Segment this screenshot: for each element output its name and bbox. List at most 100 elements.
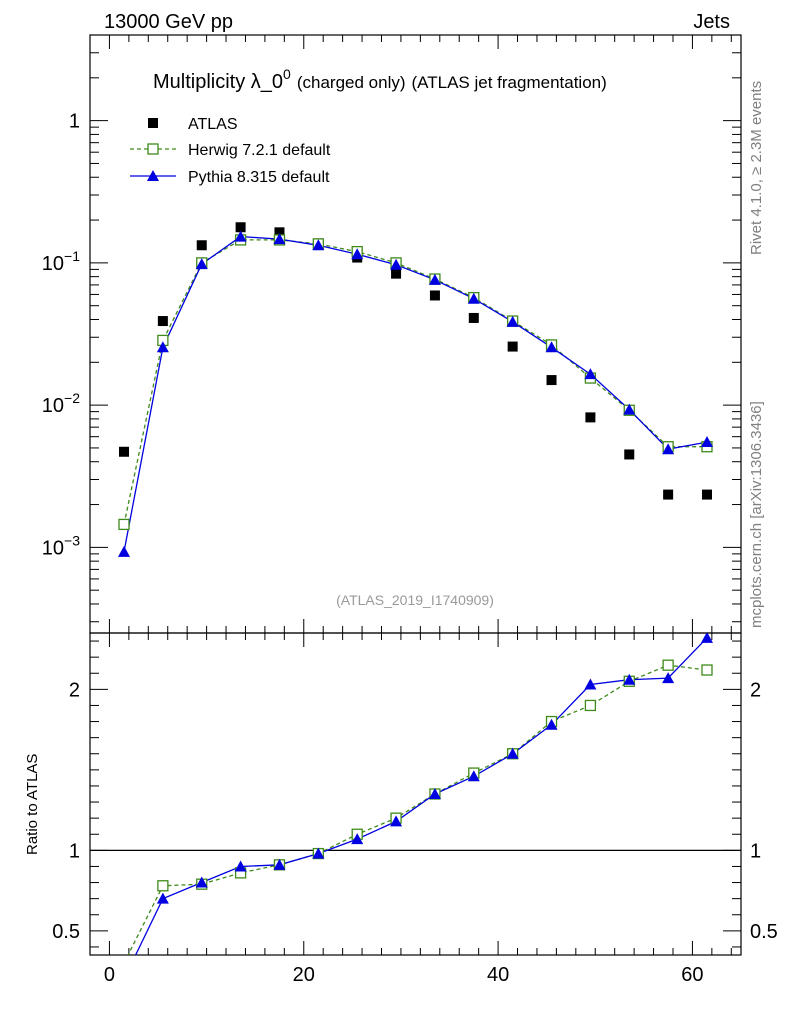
pythia-ratio-point [584, 678, 597, 690]
x-tick-label: 60 [681, 964, 703, 986]
pythia-ratio-point [428, 788, 441, 799]
pythia-point [273, 233, 286, 245]
y-tick-label-exponent: −3 [64, 532, 80, 548]
ratio-y-tick-label-left: 1 [69, 840, 80, 862]
atlas-point [391, 268, 402, 279]
mcplots-label: mcplots.cern.ch [arXiv:1306.3436] [748, 401, 765, 628]
pythia-ratio-point [700, 633, 713, 643]
pythia-point [545, 341, 558, 353]
ratio-frame [89, 632, 742, 956]
atlas-point [663, 489, 674, 500]
ratio-ticks [89, 633, 741, 955]
y-tick-label: 10−1 [42, 248, 80, 275]
header-right: Jets [693, 11, 730, 33]
atlas-point [157, 316, 168, 327]
pythia-line [123, 235, 708, 552]
ratio-tick-labels: 0.5 0.5 1 1 2 2 [52, 679, 778, 943]
chart-title: Multiplicity λ_00 (charged only) (ATLAS je… [153, 66, 607, 93]
x-tick-label: 0 [104, 964, 115, 986]
pythia-point [234, 230, 247, 242]
pythia-ratio-point [545, 718, 558, 730]
pythia-ratio-point [390, 815, 403, 827]
chart-title-small: (charged only) [297, 73, 406, 92]
chart-title-sup: 0 [283, 66, 291, 82]
pythia-point [351, 248, 364, 260]
pythia-point [195, 258, 208, 270]
ratio-y-tick-label-left: 2 [69, 679, 80, 701]
herwig-ratio-line [127, 664, 708, 955]
y-tick-label: 10−3 [42, 532, 80, 559]
legend-herwig-label: Herwig 7.2.1 default [188, 142, 331, 159]
atlas-point [429, 290, 440, 301]
atlas-point [119, 446, 130, 457]
atlas-point [701, 489, 712, 500]
ratio-y-tick-label-right: 2 [750, 679, 761, 701]
pythia-point [662, 443, 675, 455]
ratio-y-tick-label-right: 1 [750, 840, 761, 862]
y-tick-label-base: 10 [42, 253, 64, 275]
pythia-ratio-line [134, 637, 708, 955]
pythia-ratio-point [156, 892, 169, 904]
pythia-point [428, 273, 441, 285]
main-series [118, 222, 713, 557]
main-panel: 110−110−210−3 Multiplicity λ_00 (charged … [42, 34, 742, 634]
legend-atlas-marker [148, 118, 158, 128]
main-ticks [89, 34, 741, 633]
legend-herwig-marker [147, 143, 159, 155]
atlas-point [196, 240, 207, 251]
ratio-panel: 0.5 0.5 1 1 2 2 Ratio to ATLAS [24, 632, 778, 956]
pythia-ratio-point [662, 672, 675, 684]
pythia-point [700, 436, 713, 448]
herwig-ratio-point [157, 880, 169, 892]
atlas-point [468, 312, 479, 323]
rivet-label: Rivet 4.1.0, ≥ 2.3M events [748, 81, 765, 255]
herwig-ratio-point [662, 659, 674, 671]
y-tick-label-base: 10 [42, 395, 64, 417]
herwig-ratio-point [584, 699, 597, 712]
ratio-y-tick-label-right: 0.5 [750, 921, 778, 943]
y-tick-label-base: 10 [42, 537, 64, 559]
x-tick-label: 40 [487, 964, 509, 986]
pythia-ratio-point [234, 860, 247, 872]
analysis-id: (ATLAS_2019_I1740909) [336, 592, 494, 608]
pythia-ratio-point [195, 876, 208, 888]
y-tick-label: 10−2 [42, 390, 80, 417]
chart-title-tail: (ATLAS jet fragmentation) [412, 73, 607, 92]
atlas-point [274, 227, 285, 238]
pythia-ratio-point [623, 673, 636, 685]
pythia-point [584, 368, 597, 380]
ratio-ylabel: Ratio to ATLAS [24, 754, 41, 855]
pythia-ratio-point [506, 747, 519, 759]
pythia-point [390, 258, 403, 270]
herwig-point [118, 518, 130, 531]
herwig-ratio-point [701, 664, 713, 676]
pythia-point [623, 403, 636, 415]
x-tick-labels: 0 20 40 60 [104, 964, 704, 986]
pythia-ratio-point [273, 858, 286, 870]
pythia-point [312, 239, 325, 251]
ratio-series [127, 633, 713, 955]
atlas-point [235, 222, 246, 233]
legend-atlas-label: ATLAS [188, 116, 238, 133]
pythia-ratio-point [312, 847, 325, 859]
main-tick-labels: 110−110−210−3 [42, 111, 80, 560]
chart-title-main: Multiplicity λ_0 [153, 71, 283, 93]
atlas-point [507, 341, 518, 352]
legend-pythia-label: Pythia 8.315 default [188, 169, 330, 186]
pythia-ratio-point [351, 833, 364, 845]
pythia-point [118, 545, 131, 557]
pythia-ratio-point [467, 770, 480, 782]
pythia-point [506, 315, 519, 327]
ratio-series-clipped [127, 633, 713, 955]
header-left: 13000 GeV pp [104, 11, 233, 33]
pythia-point [156, 341, 169, 353]
pythia-point [467, 292, 480, 304]
ratio-y-tick-label-left: 0.5 [52, 921, 80, 943]
atlas-point [624, 449, 635, 460]
atlas-point [585, 412, 596, 423]
y-tick-label-exponent: −2 [64, 390, 80, 406]
y-tick-label-exponent: −1 [64, 248, 80, 264]
atlas-point [546, 375, 557, 386]
herwig-line [123, 239, 707, 525]
